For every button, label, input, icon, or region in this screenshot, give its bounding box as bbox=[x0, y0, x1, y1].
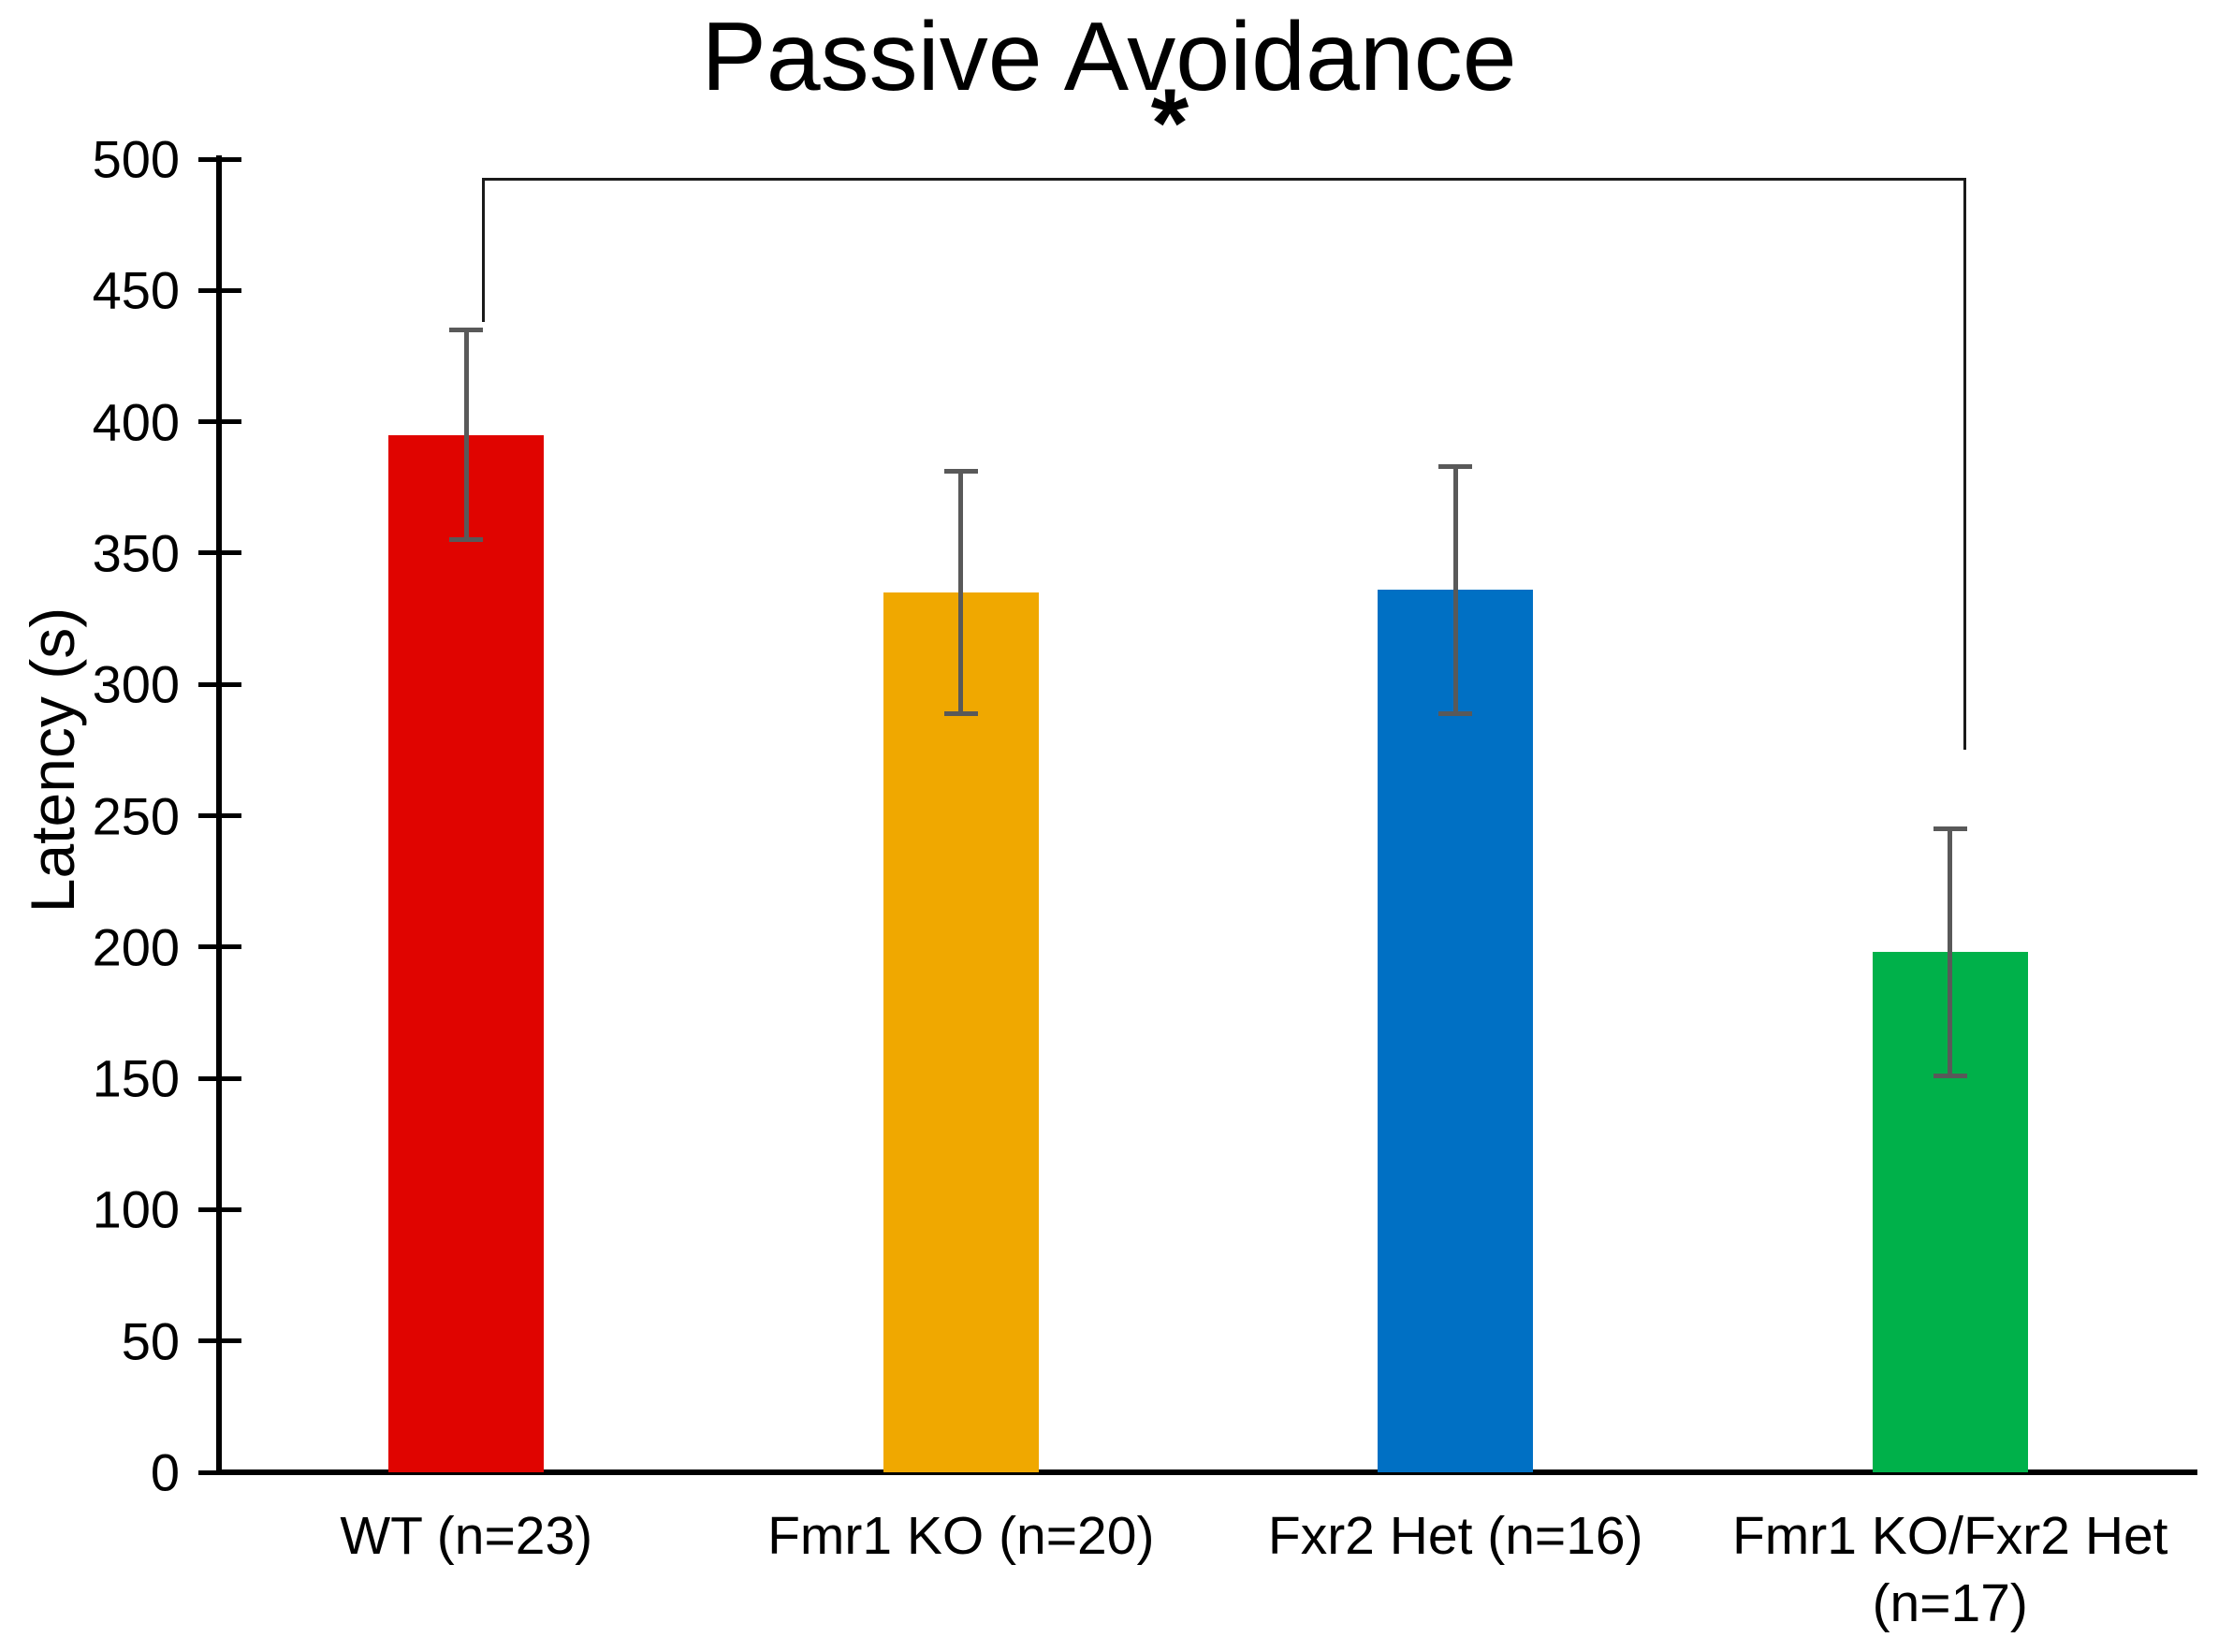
bracket-horizontal-line bbox=[482, 177, 1966, 181]
error-bar-cap-top bbox=[1933, 826, 1967, 832]
bar bbox=[388, 434, 545, 1472]
y-tick-mark bbox=[198, 944, 241, 950]
error-bar-cap-bottom bbox=[943, 710, 978, 716]
bar bbox=[883, 592, 1039, 1472]
y-tick-label: 400 bbox=[92, 392, 180, 452]
error-bar-cap-top bbox=[1438, 463, 1473, 469]
error-bar-cap-top bbox=[943, 469, 978, 475]
y-tick-mark bbox=[198, 1338, 241, 1344]
error-bar-stem bbox=[463, 329, 469, 540]
y-tick-mark bbox=[198, 1075, 241, 1081]
x-category-label: Fmr1 KO (n=20) bbox=[767, 1506, 1155, 1566]
bracket-left-leg bbox=[482, 177, 486, 322]
y-tick-label: 300 bbox=[92, 654, 180, 714]
significance-asterisk-label: * bbox=[1150, 69, 1189, 178]
error-bar-cap-bottom bbox=[1438, 710, 1473, 716]
error-bar-cap-top bbox=[449, 327, 484, 332]
y-tick-mark bbox=[198, 287, 241, 293]
y-tick-mark bbox=[198, 813, 241, 818]
x-category-label: WT (n=23) bbox=[340, 1506, 593, 1566]
y-tick-label: 200 bbox=[92, 917, 180, 977]
y-tick-mark bbox=[198, 1206, 241, 1212]
y-tick-label: 150 bbox=[92, 1048, 180, 1108]
error-bar-cap-bottom bbox=[1933, 1073, 1967, 1078]
error-bar-stem bbox=[1948, 828, 1953, 1076]
bar bbox=[1378, 590, 1534, 1472]
y-tick-mark bbox=[198, 156, 241, 162]
error-bar-stem bbox=[958, 471, 964, 714]
y-tick-label: 0 bbox=[150, 1442, 180, 1502]
y-tick-label: 350 bbox=[92, 523, 180, 583]
bracket-right-leg bbox=[1963, 177, 1966, 751]
error-bar-stem bbox=[1452, 466, 1458, 714]
x-category-label: Fmr1 KO/Fxr2 Het (n=17) bbox=[1731, 1506, 2168, 1633]
y-tick-label: 450 bbox=[92, 260, 180, 320]
error-bar-cap-bottom bbox=[449, 537, 484, 543]
y-tick-mark bbox=[198, 1469, 241, 1475]
y-tick-mark bbox=[198, 681, 241, 687]
y-tick-mark bbox=[198, 419, 241, 425]
x-axis-line bbox=[216, 1469, 2197, 1475]
y-tick-label: 250 bbox=[92, 786, 180, 845]
y-tick-mark bbox=[198, 550, 241, 556]
y-tick-label: 500 bbox=[92, 129, 180, 189]
x-category-label: Fxr2 Het (n=16) bbox=[1267, 1506, 1643, 1566]
chart-title: Passive Avoidance bbox=[701, 3, 1517, 111]
y-tick-label: 100 bbox=[92, 1179, 180, 1239]
y-tick-label: 50 bbox=[121, 1311, 180, 1371]
